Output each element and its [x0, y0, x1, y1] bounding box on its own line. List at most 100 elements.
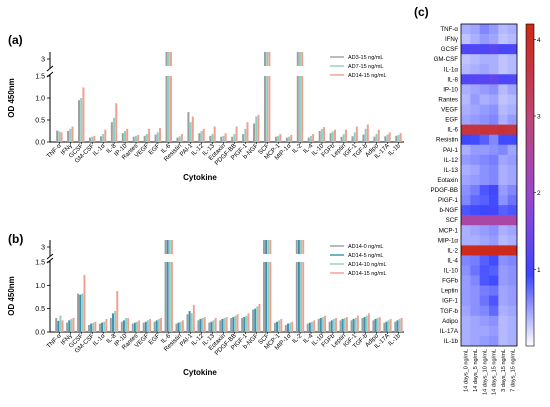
heatmap-cell: [479, 225, 490, 236]
heatmap-cell: [507, 164, 518, 176]
heatmap-cell: [498, 54, 508, 65]
panel-a-bar: [224, 133, 227, 142]
panel-a-bar: [222, 135, 225, 142]
panel-a-bar: [351, 136, 354, 142]
heatmap-cell: [461, 275, 471, 286]
panel-b-bar: [125, 318, 128, 332]
heatmap-cell: [489, 174, 499, 186]
panel-b-bar: [59, 315, 62, 332]
panel-b-bar: [300, 262, 303, 332]
panel-b-bar: [308, 322, 311, 332]
heatmap-cell: [489, 325, 499, 337]
panel-b-bar: [212, 320, 215, 332]
panel-b-bar: [352, 318, 355, 332]
heatmap-cell: [470, 74, 480, 85]
heatmap-cell: [479, 285, 490, 296]
heatmap-row-label: Leptin: [441, 288, 458, 295]
colorbar-bar: [525, 23, 535, 347]
panel-b-bar: [313, 320, 316, 332]
panel-a-bar: [288, 136, 291, 142]
panel-b-bar: [234, 315, 237, 332]
heatmap-cell: [498, 265, 508, 276]
panel-a-bar: [364, 128, 367, 142]
heatmap-cell: [470, 235, 480, 246]
panel-b-bar: [332, 318, 335, 332]
heatmap-row-label: TGF-b: [440, 308, 458, 315]
heatmap-cell: [498, 74, 508, 85]
panel-b-bar: [70, 318, 73, 332]
heatmap-cell: [507, 325, 518, 337]
panel-a-bar: [169, 52, 172, 66]
panel-a-bar: [202, 128, 205, 142]
heatmap-cell: [461, 325, 471, 337]
heatmap-cell: [461, 245, 471, 256]
panel-b-bar: [120, 321, 123, 332]
heatmap-cell: [479, 305, 490, 317]
panel-a-bar: [312, 134, 315, 142]
panel-b-bar: [210, 321, 213, 332]
heatmap-cell: [507, 185, 518, 196]
heatmap-cell: [489, 54, 499, 65]
panel-a-bar: [353, 132, 356, 142]
panel-a-bar: [373, 136, 376, 142]
heatmap-cell: [470, 94, 480, 105]
panel-b-bar: [219, 320, 222, 332]
heatmap-row-label: IL-1b: [444, 338, 459, 345]
heatmap-column-label: 7 days_15 ng/mL: [510, 349, 516, 392]
heatmap-cell: [507, 275, 518, 286]
panel-b-bar: [243, 317, 246, 332]
panel-a-bar: [56, 130, 59, 142]
panel-b-bar: [175, 323, 178, 332]
panel-a-bar: [165, 52, 168, 66]
panel-b-bar: [79, 294, 82, 332]
heatmap-cell: [489, 134, 499, 146]
heatmap-cell: [489, 265, 499, 276]
panel-b-bar: [295, 240, 298, 254]
heatmap-cell: [461, 215, 471, 226]
heatmap-cell: [489, 114, 499, 125]
panel-b-bar: [221, 318, 224, 332]
panel-b-bar: [68, 320, 71, 332]
heatmap-cell: [479, 74, 490, 85]
panel-b-bar: [374, 318, 377, 332]
panel-b-bar: [311, 321, 313, 332]
heatmap-cell: [489, 255, 499, 266]
heatmap-cell: [470, 245, 480, 256]
panel-b-bar: [252, 309, 255, 332]
panel-a-bar: [200, 131, 203, 142]
heatmap-cell: [489, 84, 499, 95]
panel-a-bar: [67, 131, 70, 142]
heatmap-cell: [498, 34, 508, 45]
heatmap-row-label: IFNγ: [445, 36, 459, 43]
panel-a-bar: [71, 126, 74, 142]
panel-b-bar: [241, 318, 244, 332]
panel-b-bar: [157, 318, 160, 332]
heatmap-cell: [498, 195, 508, 206]
panel-a-chart: 0.00.51.01.53TNF-αIFNγGCSFGM-CSFIL-1αIL-…: [35, 52, 404, 167]
panel-a-bar: [233, 134, 236, 142]
heatmap-cell: [489, 74, 499, 85]
heatmap-cell: [498, 114, 508, 125]
heatmap-cell: [507, 295, 518, 307]
heatmap-cell: [489, 285, 499, 296]
panel-a-bar: [176, 137, 179, 142]
heatmap-row-label: IL-10: [444, 268, 459, 275]
panel-a-bar: [268, 52, 271, 66]
heatmap-cell: [470, 144, 480, 156]
heatmap-cell: [479, 104, 490, 115]
panel-a-bar: [191, 116, 194, 142]
panel-b-bar: [291, 321, 294, 332]
heatmap-cell: [461, 144, 471, 156]
panel-a-axis-break-mark: [46, 65, 54, 72]
panel-a-bar: [329, 133, 332, 142]
heatmap-cell: [470, 305, 480, 317]
panel-b-x-tick-label: IL-1b: [387, 332, 402, 347]
panel-b-bar: [394, 321, 397, 332]
panel-b-bar: [287, 323, 289, 332]
panel-b: (b) OD 450nm 0.00.51.01.53TNF-αIFNγGCSFG…: [7, 232, 404, 377]
heatmap-row-label: b-NGF: [439, 207, 458, 214]
panel-a-bar: [279, 134, 282, 142]
panel-b-bar: [300, 240, 303, 254]
panel-a-bar: [187, 112, 190, 142]
panel-a-bar: [88, 137, 91, 142]
